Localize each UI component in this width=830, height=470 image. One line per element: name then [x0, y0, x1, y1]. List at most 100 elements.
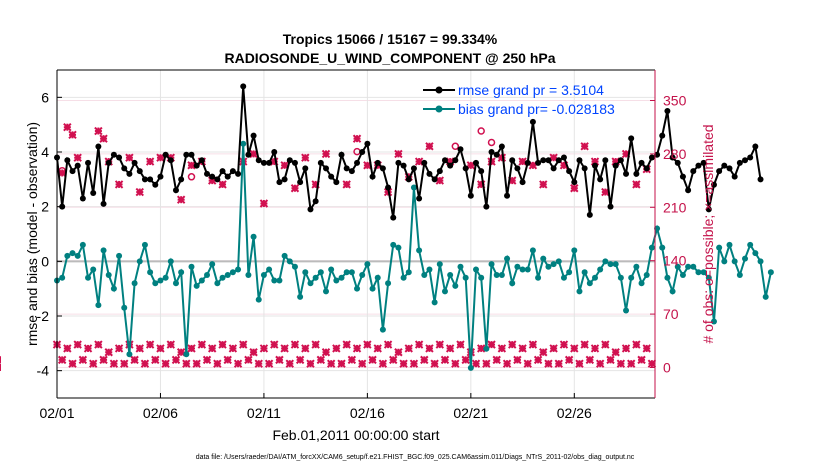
obs-assimilated-marker — [420, 355, 429, 365]
bias-point — [545, 263, 552, 270]
bias-point — [79, 241, 86, 248]
rmse-series — [54, 83, 764, 221]
rmse-point — [291, 159, 298, 166]
rmse-point — [555, 157, 562, 164]
obs-assimilated-marker — [295, 355, 305, 365]
bias-point — [385, 280, 392, 287]
bias-point — [581, 269, 588, 276]
obs-high-assimilated-marker — [301, 153, 310, 162]
plot-area — [57, 70, 655, 398]
obs-assimilated-marker — [601, 340, 610, 349]
bias-point — [607, 261, 614, 268]
rmse-point — [110, 151, 117, 158]
obs-assimilated-marker — [68, 359, 77, 368]
left-axis-label: rmse and bias (model - observation) — [24, 122, 40, 346]
obs-high-assimilated-marker — [290, 184, 300, 193]
rmse-point — [141, 176, 148, 183]
bias-point — [95, 302, 102, 309]
rmse-point — [721, 162, 728, 169]
rmse-point — [659, 132, 666, 139]
obs-assimilated-marker — [363, 340, 372, 349]
obs-assimilated-marker — [290, 340, 300, 349]
rmse-point — [385, 184, 392, 191]
obs-assimilated-marker — [270, 340, 279, 349]
obs-assimilated-marker — [575, 359, 584, 368]
rmse-point — [136, 168, 143, 175]
obs-assimilated-marker — [347, 355, 357, 365]
bias-point — [400, 274, 407, 281]
obs-assimilated-marker — [440, 355, 450, 365]
rmse-point — [426, 170, 433, 177]
obs-possible-marker — [477, 127, 485, 135]
obs-high-assimilated-marker — [259, 199, 269, 208]
bias-point — [736, 272, 743, 278]
rmse-point — [69, 168, 76, 175]
rmse-point — [421, 159, 428, 166]
bias-point — [421, 272, 428, 278]
left-tick-label: -4 — [37, 363, 50, 379]
bias-point — [612, 261, 619, 268]
obs-assimilated-marker — [254, 359, 263, 368]
rmse-point — [64, 157, 71, 164]
bias-point — [447, 272, 454, 278]
obs-assimilated-marker — [461, 355, 470, 365]
bias-point — [566, 269, 573, 276]
left-tick-label: 4 — [41, 144, 49, 160]
bias-point — [354, 285, 361, 292]
rmse-point — [560, 154, 567, 161]
rmse-point — [747, 154, 754, 161]
rmse-point — [514, 165, 521, 172]
rmse-point — [493, 151, 500, 158]
rmse-point — [312, 198, 319, 205]
rmse-point — [633, 170, 640, 177]
obs-assimilated-marker — [414, 340, 424, 349]
obs-high-assimilated-marker — [63, 123, 72, 132]
rmse-point — [214, 176, 221, 183]
obs-high-assimilated-marker — [352, 134, 362, 143]
obs-high-assimilated-marker — [601, 187, 610, 197]
obs-assimilated-marker — [316, 355, 326, 365]
obs-assimilated-marker — [104, 348, 113, 357]
x-tick-label: 02/21 — [453, 405, 488, 421]
bias-point — [560, 274, 567, 281]
bias-point — [291, 263, 298, 270]
rmse-point — [245, 151, 252, 158]
obs-assimilated-marker — [368, 355, 377, 365]
obs-assimilated-marker — [145, 340, 155, 349]
obs-assimilated-marker — [342, 340, 351, 349]
bias-point — [762, 293, 769, 300]
obs-assimilated-marker — [218, 340, 227, 349]
obs-assimilated-marker — [135, 344, 144, 353]
rmse-point — [167, 157, 174, 164]
rmse-point — [462, 165, 469, 172]
bias-point — [64, 252, 71, 259]
obs-high-assimilated-marker — [99, 134, 108, 143]
rmse-point — [736, 159, 743, 166]
rmse-point — [79, 195, 86, 202]
obs-high-assimilated-marker — [135, 187, 144, 197]
footnote: data file: /Users/raeder/DAI/ATM_forcXX/… — [196, 454, 635, 461]
bias-point — [167, 258, 174, 265]
obs-assimilated-marker — [171, 355, 181, 365]
bias-point — [550, 261, 557, 268]
bias-point — [540, 255, 547, 262]
bias-point — [416, 247, 423, 254]
rmse-point — [147, 176, 154, 183]
rmse-point — [59, 203, 66, 210]
x-axis-label: Feb.01,2011 00:00:00 start — [272, 427, 439, 443]
obs-assimilated-marker — [637, 355, 646, 365]
bias-point — [59, 274, 66, 281]
rmse-point — [219, 168, 226, 175]
obs-assimilated-marker — [120, 359, 129, 368]
obs-assimilated-marker — [156, 344, 165, 353]
obs-assimilated-marker — [544, 359, 553, 368]
rmse-point — [679, 173, 686, 180]
bias-point — [183, 351, 190, 358]
rmse-point — [85, 159, 92, 166]
bias-point — [333, 277, 340, 284]
obs-assimilated-marker — [451, 359, 460, 368]
rmse-point — [359, 149, 366, 155]
rmse-point — [379, 165, 386, 172]
obs-assimilated-marker — [244, 355, 253, 365]
bias-point — [126, 351, 133, 358]
